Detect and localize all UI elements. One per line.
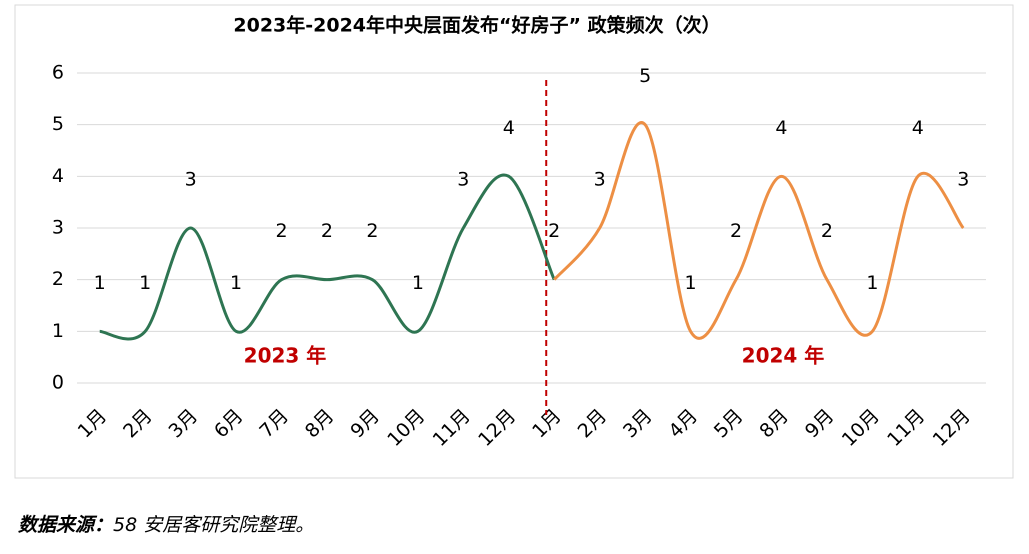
x-tick-label: 7月 xyxy=(255,405,293,443)
x-tick-label: 4月 xyxy=(664,405,702,443)
x-tick-label: 9月 xyxy=(801,405,839,443)
x-tick-label: 12月 xyxy=(929,405,975,451)
data-label: 4 xyxy=(912,117,924,139)
x-tick-label: 3月 xyxy=(165,405,203,443)
data-label: 2 xyxy=(321,220,333,242)
y-tick-label: 5 xyxy=(52,113,64,135)
y-tick-label: 3 xyxy=(52,217,64,239)
x-tick-label: 10月 xyxy=(838,405,884,451)
x-tick-label: 2月 xyxy=(119,405,157,443)
source-text: 58 安居客研究院整理。 xyxy=(113,514,314,536)
y-tick-label: 2 xyxy=(52,268,64,290)
data-label: 4 xyxy=(775,117,787,139)
series-label: 2024 年 xyxy=(742,344,825,368)
data-label: 1 xyxy=(230,272,242,294)
data-label: 1 xyxy=(685,272,697,294)
x-tick-label: 2月 xyxy=(574,405,612,443)
x-tick-label: 9月 xyxy=(346,405,384,443)
source-label: 数据来源： xyxy=(18,514,113,536)
x-tick-label: 11月 xyxy=(429,405,475,451)
x-tick-label: 11月 xyxy=(883,405,929,451)
data-label: 3 xyxy=(185,169,197,191)
series-line xyxy=(99,173,556,341)
y-tick-label: 4 xyxy=(52,165,64,187)
x-tick-label: 10月 xyxy=(383,405,429,451)
data-label: 2 xyxy=(730,220,742,242)
x-tick-label: 12月 xyxy=(474,405,520,451)
data-label: 1 xyxy=(139,272,151,294)
data-label: 4 xyxy=(503,117,515,139)
x-tick-label: 8月 xyxy=(301,405,339,443)
y-tick-label: 6 xyxy=(52,62,64,84)
data-label: 3 xyxy=(957,169,969,191)
x-tick-label: 5月 xyxy=(710,405,748,443)
data-label: 1 xyxy=(866,272,878,294)
source: 数据来源：58 安居客研究院整理。 xyxy=(18,514,314,536)
chart-border xyxy=(14,4,1014,479)
data-label: 2 xyxy=(366,220,378,242)
x-tick-label: 8月 xyxy=(755,405,793,443)
data-label: 2 xyxy=(821,220,833,242)
chart-title: 2023年-2024年中央层面发布“好房子” 政策频次（次） xyxy=(233,14,720,37)
x-tick-label: 6月 xyxy=(210,405,248,443)
data-label: 3 xyxy=(594,169,606,191)
y-tick-label: 0 xyxy=(52,372,64,394)
data-label: 5 xyxy=(639,65,651,87)
x-tick-label: 1月 xyxy=(74,405,112,443)
x-tick-label: 3月 xyxy=(619,405,657,443)
data-label: 2 xyxy=(275,220,287,242)
data-label: 1 xyxy=(412,272,424,294)
series-line xyxy=(553,121,965,340)
data-label: 1 xyxy=(94,272,106,294)
data-label: 3 xyxy=(457,169,469,191)
data-label: 2 xyxy=(548,220,560,242)
series-label: 2023 年 xyxy=(244,344,327,368)
y-tick-label: 1 xyxy=(52,320,64,342)
